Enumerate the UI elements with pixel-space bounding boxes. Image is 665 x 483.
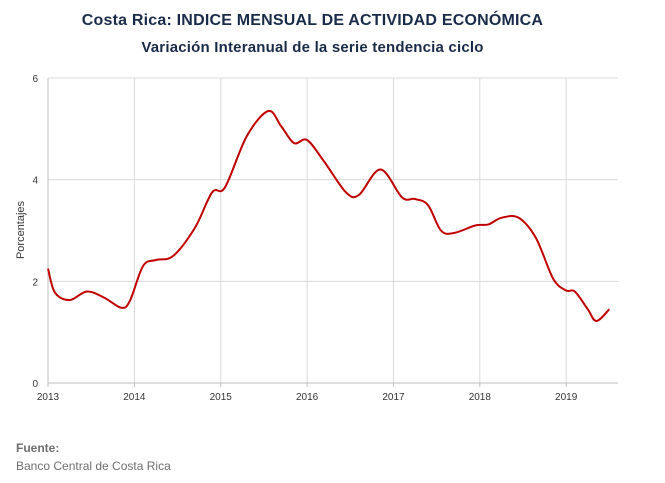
y-tick-label: 2	[32, 277, 38, 288]
source-label: Fuente:	[16, 441, 60, 455]
x-tick-label: 2016	[296, 392, 319, 403]
chart-title: Costa Rica: INDICE MENSUAL DE ACTIVIDAD …	[81, 12, 544, 29]
x-tick-label: 2014	[123, 392, 146, 403]
y-tick-label: 6	[32, 74, 38, 85]
x-tick-label: 2018	[469, 392, 492, 403]
series-line	[47, 109, 611, 322]
x-tick-label: 2013	[37, 392, 60, 403]
tick-labels: 0 2 4 6 2013 2014 2015 2016 2017 2018 2019	[32, 74, 577, 403]
gridlines	[48, 77, 618, 383]
source-text: Banco Central de Costa Rica	[16, 459, 171, 473]
chart-subtitle: Variación Interanual de la serie tendenc…	[141, 39, 484, 56]
x-tick-label: 2019	[555, 392, 578, 403]
y-tick-label: 4	[32, 176, 38, 187]
x-tick-label: 2015	[210, 392, 233, 403]
series-layer	[47, 109, 611, 322]
x-tick-label: 2017	[382, 392, 405, 403]
y-axis-label: Porcentajes	[15, 200, 27, 259]
y-tick-label: 0	[32, 379, 38, 390]
axes	[47, 78, 618, 387]
